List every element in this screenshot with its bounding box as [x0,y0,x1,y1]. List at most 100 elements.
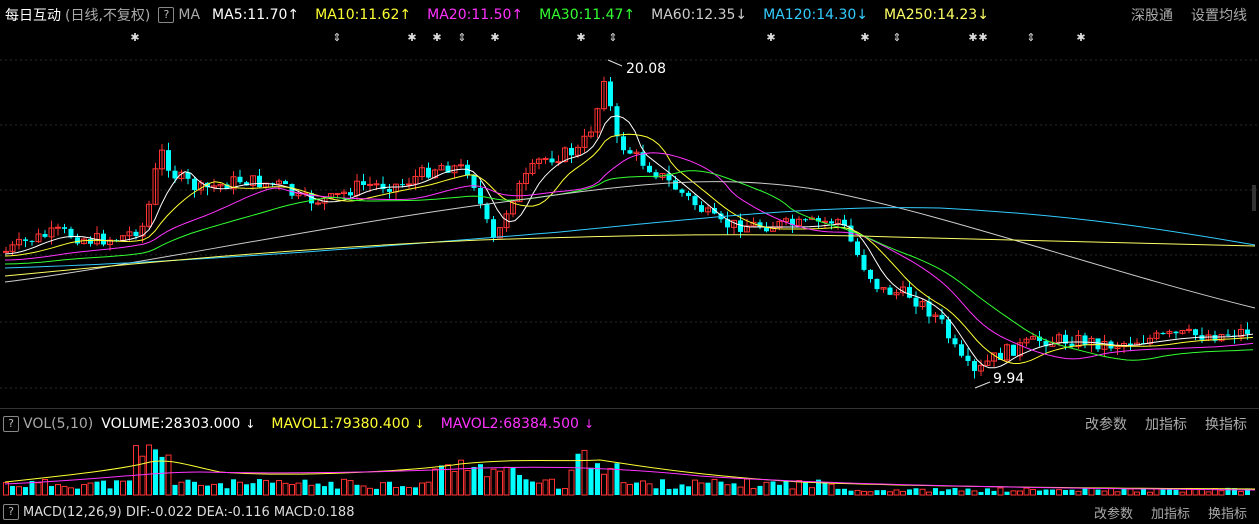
candle-body-down [133,231,139,237]
candle-body-up [835,219,841,224]
volume-bar-down [387,481,392,495]
candle-body-up [601,80,607,110]
volume-bar-down [660,479,665,495]
volume-bar-down [10,486,15,495]
candle-body-up [1114,346,1121,349]
volume-bar-up [347,480,354,496]
volume-bar-up [68,487,74,496]
volume-bar-down [978,491,984,495]
vol-link-add-indicator[interactable]: 加指标 [1145,417,1187,433]
ma60-line [4,181,1256,309]
volume-bar-down [653,488,659,495]
volume-bar-up [61,485,68,496]
candle-body-up [783,218,789,222]
volume-chart[interactable] [0,0,1259,509]
vol-help-icon[interactable]: ? [3,416,19,432]
volume-bar-down [556,488,561,495]
candle-body-down [803,219,808,221]
volume-bar-down [881,490,886,495]
volume-bar-down [302,479,308,495]
candlestick-chart[interactable]: ✱ ⇕ ✱ ✱ ⇕ ✱ ✱ ⇕ ✱ ✱ ⇕ ✱ ✱ ⇕ ✱20.089.94 [0,0,1259,408]
mavol2-arrow: ↓ [583,417,594,431]
candle-body-down [842,219,847,226]
candle-body-down [725,219,730,228]
volume-bar-down [328,481,334,495]
candle-body-down [939,315,945,320]
volume-bar-up [211,483,217,496]
candle-body-down [426,167,431,178]
candle-body-up [1186,328,1192,331]
candle-body-down [29,240,35,242]
candle-body-up [1004,344,1010,361]
candle-body-up [16,238,22,246]
volume-bar-up [276,479,282,496]
volume-bar-down [783,481,789,495]
volume-bar-up [87,482,94,496]
volume-bar-down [517,474,522,495]
candle-body-down [627,150,633,154]
volume-bar-down [1173,489,1179,495]
volume-bar-down [1037,490,1042,495]
candle-body-down [1193,329,1198,336]
volume-bar-down [939,491,945,495]
candle-body-down [387,189,392,192]
candle-body-down [192,178,197,191]
macd-link-add-indicator[interactable]: 加指标 [1150,506,1190,522]
candle-body-up [581,135,588,148]
vol-link-change-params[interactable]: 改参数 [1085,417,1127,433]
volume-bar-up [549,478,555,496]
candle-body-down [790,218,795,226]
volume-bar-down [510,466,516,495]
candle-body-up [55,226,61,229]
candle-body-down [88,239,93,244]
volume-bar-up [1075,490,1082,496]
volume-bar-down [666,488,672,495]
volume-bar-up [698,482,705,496]
volume-bar-up [536,482,542,496]
macd-link-switch-indicator[interactable]: 换指标 [1207,506,1247,522]
ma-item: MA60:12.35↓ [651,7,748,23]
event-marker-icon: ⇕ [332,31,341,44]
volume-links: 改参数 加指标 换指标 [1085,414,1251,434]
volume-bar-down [192,481,197,495]
volume-bar-up [1205,491,1212,496]
candle-body-down [692,196,698,206]
macd-link-change-params[interactable]: 改参数 [1093,506,1133,522]
candle-body-up [1030,336,1036,340]
candle-body-down [614,106,620,137]
volume-bar-up [789,488,796,496]
candle-body-up [978,364,984,372]
event-marker-icon: ✱ [130,31,139,44]
candle-body-up [503,213,510,229]
volume-bar-up [607,467,614,496]
volume-bar-down [803,482,808,495]
help-icon[interactable]: ? [158,7,175,23]
candle-body-down [1095,338,1101,350]
candle-body-down [1043,341,1049,347]
candle-body-down [621,136,626,151]
volume-bar-up [464,469,471,496]
candle-body-up [419,167,425,177]
low-pointer [974,381,991,389]
candle-body-up [633,151,640,155]
adjust-mode[interactable]: (日线,不复权) [65,8,151,24]
candle-body-down [712,208,717,214]
volume-bar-down [400,486,405,495]
candle-body-down [23,239,28,241]
event-marker-icon: ✱ [1076,31,1085,44]
candle-body-down [1037,336,1042,342]
candle-body-up [159,149,165,170]
candle-body-down [1082,335,1088,345]
volume-bar-down [75,488,80,495]
volume-bar-down [354,484,360,495]
link-set-ma[interactable]: 设置均线 [1191,8,1247,24]
candle-body-down [647,165,652,173]
vol-link-switch-indicator[interactable]: 换指标 [1205,417,1247,433]
mavol1-value: MAVOL1:79380.400 ↓ [271,416,428,432]
volume-bar-down [1121,488,1127,495]
macd-help-icon[interactable]: ? [3,504,19,520]
volume-bar-down [777,484,782,495]
candle-body-down [68,228,74,238]
link-sgt[interactable]: 深股通 [1131,8,1173,24]
volume-bar-down [471,466,477,495]
